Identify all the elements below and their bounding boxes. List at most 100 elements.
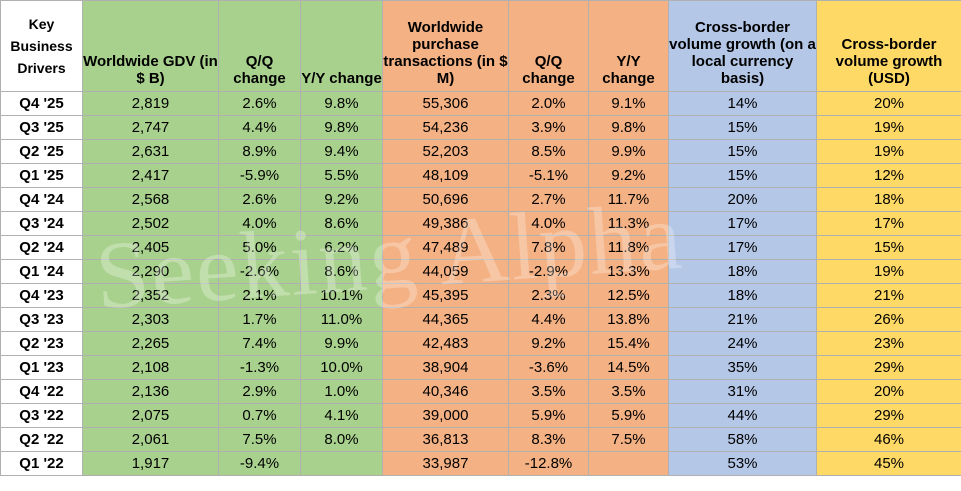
- header-worldwide-gdv: Worldwide GDV (in $ B): [82, 0, 219, 92]
- gdv-cell: 2,290: [82, 259, 219, 284]
- header-key-business-drivers: Key Business Drivers: [0, 0, 83, 92]
- gdv-cell: 2,108: [82, 355, 219, 380]
- table-row: Q3 '25 2,747 4.4% 9.8% 54,236 3.9% 9.8% 15% 19%: [0, 115, 961, 140]
- table-row: Q2 '24 2,405 5.0% 6.2% 47,489 7.8% 11.8% 17% 15%: [0, 235, 961, 260]
- cross-border-local-cell: 17%: [668, 235, 817, 260]
- table-row: Q4 '23 2,352 2.1% 10.1% 45,395 2.3% 12.5% 18% 21…: [0, 283, 961, 308]
- tx-cell: 55,306: [382, 91, 509, 116]
- quarter-cell: Q4 '24: [0, 187, 83, 212]
- table-row: Q1 '22 1,917 -9.4% 33,987 -12.8% 53% 45%: [0, 451, 961, 476]
- gdv-cell: 1,917: [82, 451, 219, 476]
- tx-yy-cell: 13.8%: [588, 307, 669, 332]
- table-row: Q1 '25 2,417 -5.9% 5.5% 48,109 -5.1% 9.2% 15% 12…: [0, 163, 961, 188]
- quarter-cell: Q4 '22: [0, 379, 83, 404]
- gdv-cell: 2,405: [82, 235, 219, 260]
- quarter-cell: Q2 '24: [0, 235, 83, 260]
- table-row: Q3 '22 2,075 0.7% 4.1% 39,000 5.9% 5.9% 44% 29%: [0, 403, 961, 428]
- tx-cell: 39,000: [382, 403, 509, 428]
- cross-border-usd-cell: 20%: [816, 379, 961, 404]
- gdv-qq-cell: 7.4%: [218, 331, 301, 356]
- gdv-qq-cell: 2.6%: [218, 91, 301, 116]
- cross-border-usd-cell: 12%: [816, 163, 961, 188]
- gdv-cell: 2,631: [82, 139, 219, 164]
- tx-qq-cell: 2.7%: [508, 187, 589, 212]
- gdv-yy-cell: 9.2%: [300, 187, 383, 212]
- cross-border-local-cell: 24%: [668, 331, 817, 356]
- cross-border-local-cell: 35%: [668, 355, 817, 380]
- gdv-qq-cell: -2.6%: [218, 259, 301, 284]
- tx-yy-cell: 9.9%: [588, 139, 669, 164]
- tx-qq-cell: 3.9%: [508, 115, 589, 140]
- quarter-cell: Q2 '25: [0, 139, 83, 164]
- gdv-qq-cell: 0.7%: [218, 403, 301, 428]
- cross-border-usd-cell: 21%: [816, 283, 961, 308]
- header-purchase-transactions: Worldwide purchase transactions (in $ M): [382, 0, 509, 92]
- tx-cell: 45,395: [382, 283, 509, 308]
- tx-qq-cell: 5.9%: [508, 403, 589, 428]
- tx-cell: 38,904: [382, 355, 509, 380]
- table-row: Q4 '24 2,568 2.6% 9.2% 50,696 2.7% 11.7% 20% 18%: [0, 187, 961, 212]
- business-drivers-table: Key Business Drivers Worldwide GDV (in $…: [0, 0, 961, 476]
- gdv-cell: 2,568: [82, 187, 219, 212]
- tx-cell: 48,109: [382, 163, 509, 188]
- gdv-yy-cell: [300, 451, 383, 476]
- quarter-cell: Q3 '22: [0, 403, 83, 428]
- quarter-cell: Q1 '23: [0, 355, 83, 380]
- tx-qq-cell: 4.4%: [508, 307, 589, 332]
- cross-border-local-cell: 53%: [668, 451, 817, 476]
- cross-border-usd-cell: 23%: [816, 331, 961, 356]
- cross-border-local-cell: 18%: [668, 259, 817, 284]
- gdv-cell: 2,747: [82, 115, 219, 140]
- header-gdv-qq-change: Q/Q change: [218, 0, 301, 92]
- tx-yy-cell: 5.9%: [588, 403, 669, 428]
- cross-border-local-cell: 15%: [668, 115, 817, 140]
- tx-qq-cell: 3.5%: [508, 379, 589, 404]
- tx-yy-cell: 3.5%: [588, 379, 669, 404]
- gdv-yy-cell: 8.0%: [300, 427, 383, 452]
- tx-yy-cell: 9.8%: [588, 115, 669, 140]
- tx-cell: 49,386: [382, 211, 509, 236]
- quarter-cell: Q3 '25: [0, 115, 83, 140]
- tx-yy-cell: 12.5%: [588, 283, 669, 308]
- gdv-cell: 2,502: [82, 211, 219, 236]
- header-tx-qq-change: Q/Q change: [508, 0, 589, 92]
- header-tx-yy-change: Y/Y change: [588, 0, 669, 92]
- table-row: Q2 '22 2,061 7.5% 8.0% 36,813 8.3% 7.5% 58% 46%: [0, 427, 961, 452]
- gdv-yy-cell: 8.6%: [300, 259, 383, 284]
- cross-border-local-cell: 44%: [668, 403, 817, 428]
- tx-qq-cell: 9.2%: [508, 331, 589, 356]
- gdv-qq-cell: 8.9%: [218, 139, 301, 164]
- gdv-qq-cell: 5.0%: [218, 235, 301, 260]
- table-row: Q2 '25 2,631 8.9% 9.4% 52,203 8.5% 9.9% 15% 19%: [0, 139, 961, 164]
- tx-yy-cell: 9.1%: [588, 91, 669, 116]
- gdv-yy-cell: 6.2%: [300, 235, 383, 260]
- cross-border-local-cell: 14%: [668, 91, 817, 116]
- tx-yy-cell: 9.2%: [588, 163, 669, 188]
- tx-yy-cell: 11.7%: [588, 187, 669, 212]
- quarter-cell: Q1 '25: [0, 163, 83, 188]
- quarter-cell: Q1 '24: [0, 259, 83, 284]
- quarter-cell: Q1 '22: [0, 451, 83, 476]
- tx-yy-cell: [588, 451, 669, 476]
- header-cross-border-local: Cross-border volume growth (on a local c…: [668, 0, 817, 92]
- gdv-qq-cell: 4.0%: [218, 211, 301, 236]
- tx-cell: 33,987: [382, 451, 509, 476]
- gdv-yy-cell: 9.8%: [300, 91, 383, 116]
- gdv-cell: 2,136: [82, 379, 219, 404]
- tx-yy-cell: 13.3%: [588, 259, 669, 284]
- tx-yy-cell: 15.4%: [588, 331, 669, 356]
- cross-border-local-cell: 15%: [668, 163, 817, 188]
- gdv-qq-cell: 2.1%: [218, 283, 301, 308]
- cross-border-usd-cell: 45%: [816, 451, 961, 476]
- cross-border-local-cell: 15%: [668, 139, 817, 164]
- gdv-yy-cell: 1.0%: [300, 379, 383, 404]
- cross-border-local-cell: 31%: [668, 379, 817, 404]
- gdv-yy-cell: 5.5%: [300, 163, 383, 188]
- cross-border-usd-cell: 29%: [816, 403, 961, 428]
- gdv-yy-cell: 8.6%: [300, 211, 383, 236]
- tx-cell: 54,236: [382, 115, 509, 140]
- quarter-cell: Q3 '24: [0, 211, 83, 236]
- cross-border-local-cell: 17%: [668, 211, 817, 236]
- tx-cell: 44,365: [382, 307, 509, 332]
- table-row: Q4 '25 2,819 2.6% 9.8% 55,306 2.0% 9.1% 14% 20%: [0, 91, 961, 116]
